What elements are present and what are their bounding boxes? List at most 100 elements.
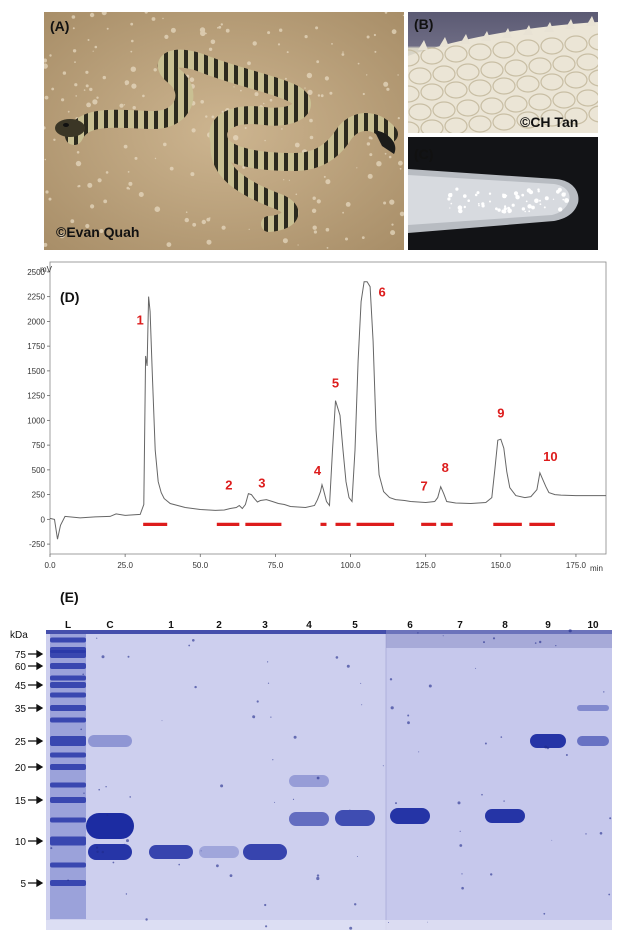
lane-label: L [65,620,71,631]
peak-label: 5 [332,376,339,391]
marker-arrow [28,649,44,659]
ladder-band [50,637,86,643]
y-tick-label: 1250 [27,392,45,401]
lane-label: 1 [168,620,174,631]
ladder-band [50,650,86,658]
ladder-band [50,752,86,758]
panel-a-label: (A) [50,18,70,34]
ladder-band [50,736,86,746]
ladder-band [50,862,86,868]
chromatogram-chart: -250025050075010001250150017502000225025… [27,261,607,573]
marker-label: 75 [15,650,27,661]
ladder-band [50,782,86,788]
protein-band [199,846,239,858]
plot-frame [49,261,607,555]
x-axis-unit: min [590,564,603,573]
x-tick-label: 0.0 [44,561,56,570]
protein-band [289,775,329,787]
panel-d-label: (D) [60,289,79,305]
peak-label: 8 [442,460,449,475]
marker-label: 15 [15,796,27,807]
y-tick-label: 1750 [27,342,45,351]
protein-band [149,845,193,859]
tube-photo-illustration [408,137,598,250]
marker-label: 45 [15,681,27,692]
y-tick-label: 2500 [27,268,45,277]
y-tick-label: 500 [32,466,46,475]
protein-band [530,734,566,748]
protein-band [577,705,609,711]
lane-label: 6 [407,620,413,631]
x-tick-label: 25.0 [117,561,133,570]
ladder-band [50,817,86,823]
ladder-band [50,692,86,698]
lane-label: 4 [306,620,312,631]
peak-label: 10 [543,449,557,464]
x-tick-label: 150.0 [491,561,512,570]
panel-b-label: (B) [414,16,434,32]
marker-arrow [28,836,44,846]
marker-label: 60 [15,662,27,673]
lane-label: 8 [502,620,508,631]
ladder-band [50,682,86,688]
lane-label: 3 [262,620,268,631]
y-tick-label: 0 [41,515,46,524]
protein-band [86,813,134,839]
panel-e-label: (E) [60,590,79,605]
ladder-band [50,663,86,669]
x-tick-label: 100.0 [341,561,362,570]
chromatogram-trace [49,281,606,540]
x-tick-label: 75.0 [268,561,284,570]
x-tick-label: 50.0 [192,561,208,570]
ladder-band [50,705,86,711]
ladder-band [50,675,86,681]
photo-b-credit: ©CH Tan [520,114,579,130]
scales-photo-illustration [408,12,598,133]
protein-band [88,735,132,747]
protein-band [390,808,430,824]
y-tick-label: 2000 [27,317,45,326]
marker-arrow [28,680,44,690]
lane-label: 2 [216,620,222,631]
peak-label: 3 [258,476,265,491]
marker-arrow [28,795,44,805]
protein-band [243,844,287,860]
marker-label: 35 [15,704,27,715]
y-tick-label: 1500 [27,367,45,376]
peak-label: 1 [137,312,144,327]
lane-label: 7 [457,620,463,631]
tube-photo [408,137,598,250]
marker-label: 5 [20,879,26,890]
ladder-band [50,836,86,846]
peak-label: 4 [314,463,322,478]
y-tick-label: 250 [32,491,46,500]
peak-label: 7 [421,479,428,494]
marker-arrow [28,703,44,713]
x-tick-label: 125.0 [416,561,437,570]
protein-band [289,812,329,826]
photo-a-credit: ©Evan Quah [56,224,140,240]
y-tick-label: 750 [32,441,46,450]
protein-band [577,736,609,746]
ladder-band [50,717,86,723]
y-tick-label: -250 [29,540,46,549]
lane-label: 9 [545,620,551,631]
ladder-band [50,797,86,803]
peak-label: 6 [378,285,385,300]
snake-photo-illustration [44,12,404,250]
marker-label: 20 [15,763,27,774]
protein-band [88,844,132,860]
lane-label: C [106,620,113,631]
y-tick-label: 1000 [27,416,45,425]
marker-arrow [28,736,44,746]
y-axis-unit: mV [40,265,53,274]
marker-label: 25 [15,737,27,748]
peak-label: 9 [497,405,504,420]
snake-photo [44,12,404,250]
marker-label: 10 [15,837,27,848]
protein-band [485,809,525,823]
marker-arrow [28,661,44,671]
peak-label: 2 [225,478,232,493]
marker-arrow [28,878,44,888]
